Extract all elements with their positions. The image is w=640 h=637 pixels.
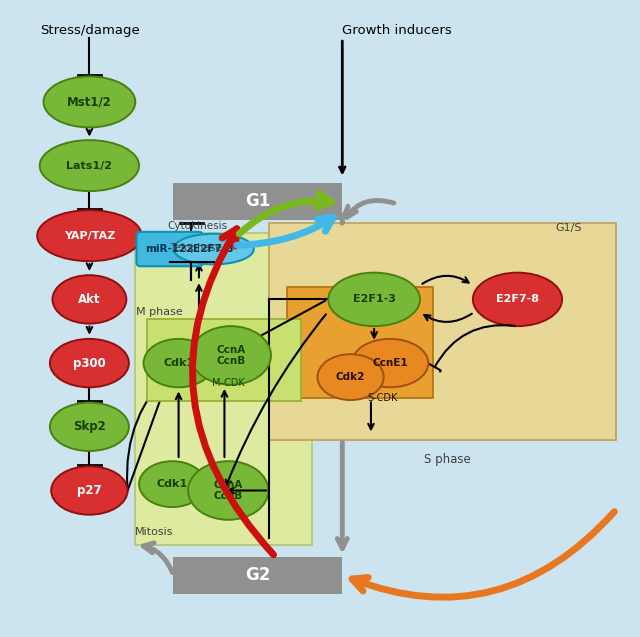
Ellipse shape bbox=[473, 273, 562, 326]
FancyArrowPatch shape bbox=[337, 442, 348, 548]
Text: p27: p27 bbox=[77, 484, 102, 497]
Text: Cdk2: Cdk2 bbox=[336, 372, 365, 382]
Text: Growth inducers: Growth inducers bbox=[342, 24, 452, 37]
Ellipse shape bbox=[139, 461, 205, 507]
Ellipse shape bbox=[50, 403, 129, 451]
Ellipse shape bbox=[37, 210, 141, 261]
Ellipse shape bbox=[173, 234, 253, 264]
Ellipse shape bbox=[191, 326, 271, 385]
Text: M phase: M phase bbox=[136, 307, 183, 317]
FancyBboxPatch shape bbox=[136, 232, 203, 266]
FancyBboxPatch shape bbox=[135, 233, 312, 545]
Text: CcnA
CcnB: CcnA CcnB bbox=[216, 345, 246, 366]
Ellipse shape bbox=[52, 275, 126, 324]
FancyArrowPatch shape bbox=[422, 276, 468, 284]
Text: Cytokinesis: Cytokinesis bbox=[168, 221, 228, 231]
Text: CcnE1: CcnE1 bbox=[372, 358, 408, 368]
FancyArrowPatch shape bbox=[337, 209, 348, 223]
Text: S phase: S phase bbox=[424, 454, 471, 466]
Ellipse shape bbox=[328, 273, 420, 326]
Text: Akt: Akt bbox=[78, 293, 100, 306]
Text: miR-122: miR-122 bbox=[145, 244, 194, 254]
Text: E2F1-3: E2F1-3 bbox=[353, 294, 396, 304]
Ellipse shape bbox=[317, 354, 384, 400]
FancyArrowPatch shape bbox=[352, 512, 614, 598]
FancyArrowPatch shape bbox=[193, 229, 273, 555]
Text: Cdk1: Cdk1 bbox=[157, 479, 188, 489]
Ellipse shape bbox=[44, 76, 135, 127]
FancyBboxPatch shape bbox=[173, 557, 342, 594]
FancyArrowPatch shape bbox=[239, 193, 332, 234]
FancyBboxPatch shape bbox=[269, 223, 616, 440]
Ellipse shape bbox=[352, 339, 428, 387]
Ellipse shape bbox=[40, 140, 139, 191]
Text: Mitosis: Mitosis bbox=[135, 527, 173, 537]
FancyArrowPatch shape bbox=[237, 217, 333, 245]
FancyBboxPatch shape bbox=[287, 287, 433, 398]
Text: E2F7-8: E2F7-8 bbox=[193, 244, 234, 254]
Text: G1: G1 bbox=[245, 192, 271, 210]
Text: G1/S: G1/S bbox=[555, 223, 582, 233]
FancyBboxPatch shape bbox=[147, 318, 301, 401]
Text: Cdk1: Cdk1 bbox=[163, 358, 194, 368]
Ellipse shape bbox=[188, 461, 268, 520]
Text: M-CDK: M-CDK bbox=[212, 378, 244, 389]
Text: Stress/damage: Stress/damage bbox=[40, 24, 140, 37]
Text: YAP/TAZ: YAP/TAZ bbox=[64, 231, 115, 241]
FancyArrowPatch shape bbox=[424, 313, 472, 322]
Text: S-CDK: S-CDK bbox=[367, 393, 397, 403]
Ellipse shape bbox=[50, 339, 129, 387]
FancyArrowPatch shape bbox=[143, 543, 172, 573]
Text: G2: G2 bbox=[245, 566, 271, 584]
Text: p300: p300 bbox=[73, 357, 106, 369]
Text: Skp2: Skp2 bbox=[73, 420, 106, 433]
Text: Mst1/2: Mst1/2 bbox=[67, 96, 112, 108]
Text: E2F7-8: E2F7-8 bbox=[496, 294, 539, 304]
Text: CcnA
CcnB: CcnA CcnB bbox=[214, 480, 243, 501]
Text: Lats1/2: Lats1/2 bbox=[67, 161, 113, 171]
FancyArrowPatch shape bbox=[347, 201, 394, 217]
Ellipse shape bbox=[143, 339, 214, 387]
FancyBboxPatch shape bbox=[173, 183, 342, 220]
Text: Telophase: Telophase bbox=[170, 243, 221, 254]
Ellipse shape bbox=[51, 466, 127, 515]
